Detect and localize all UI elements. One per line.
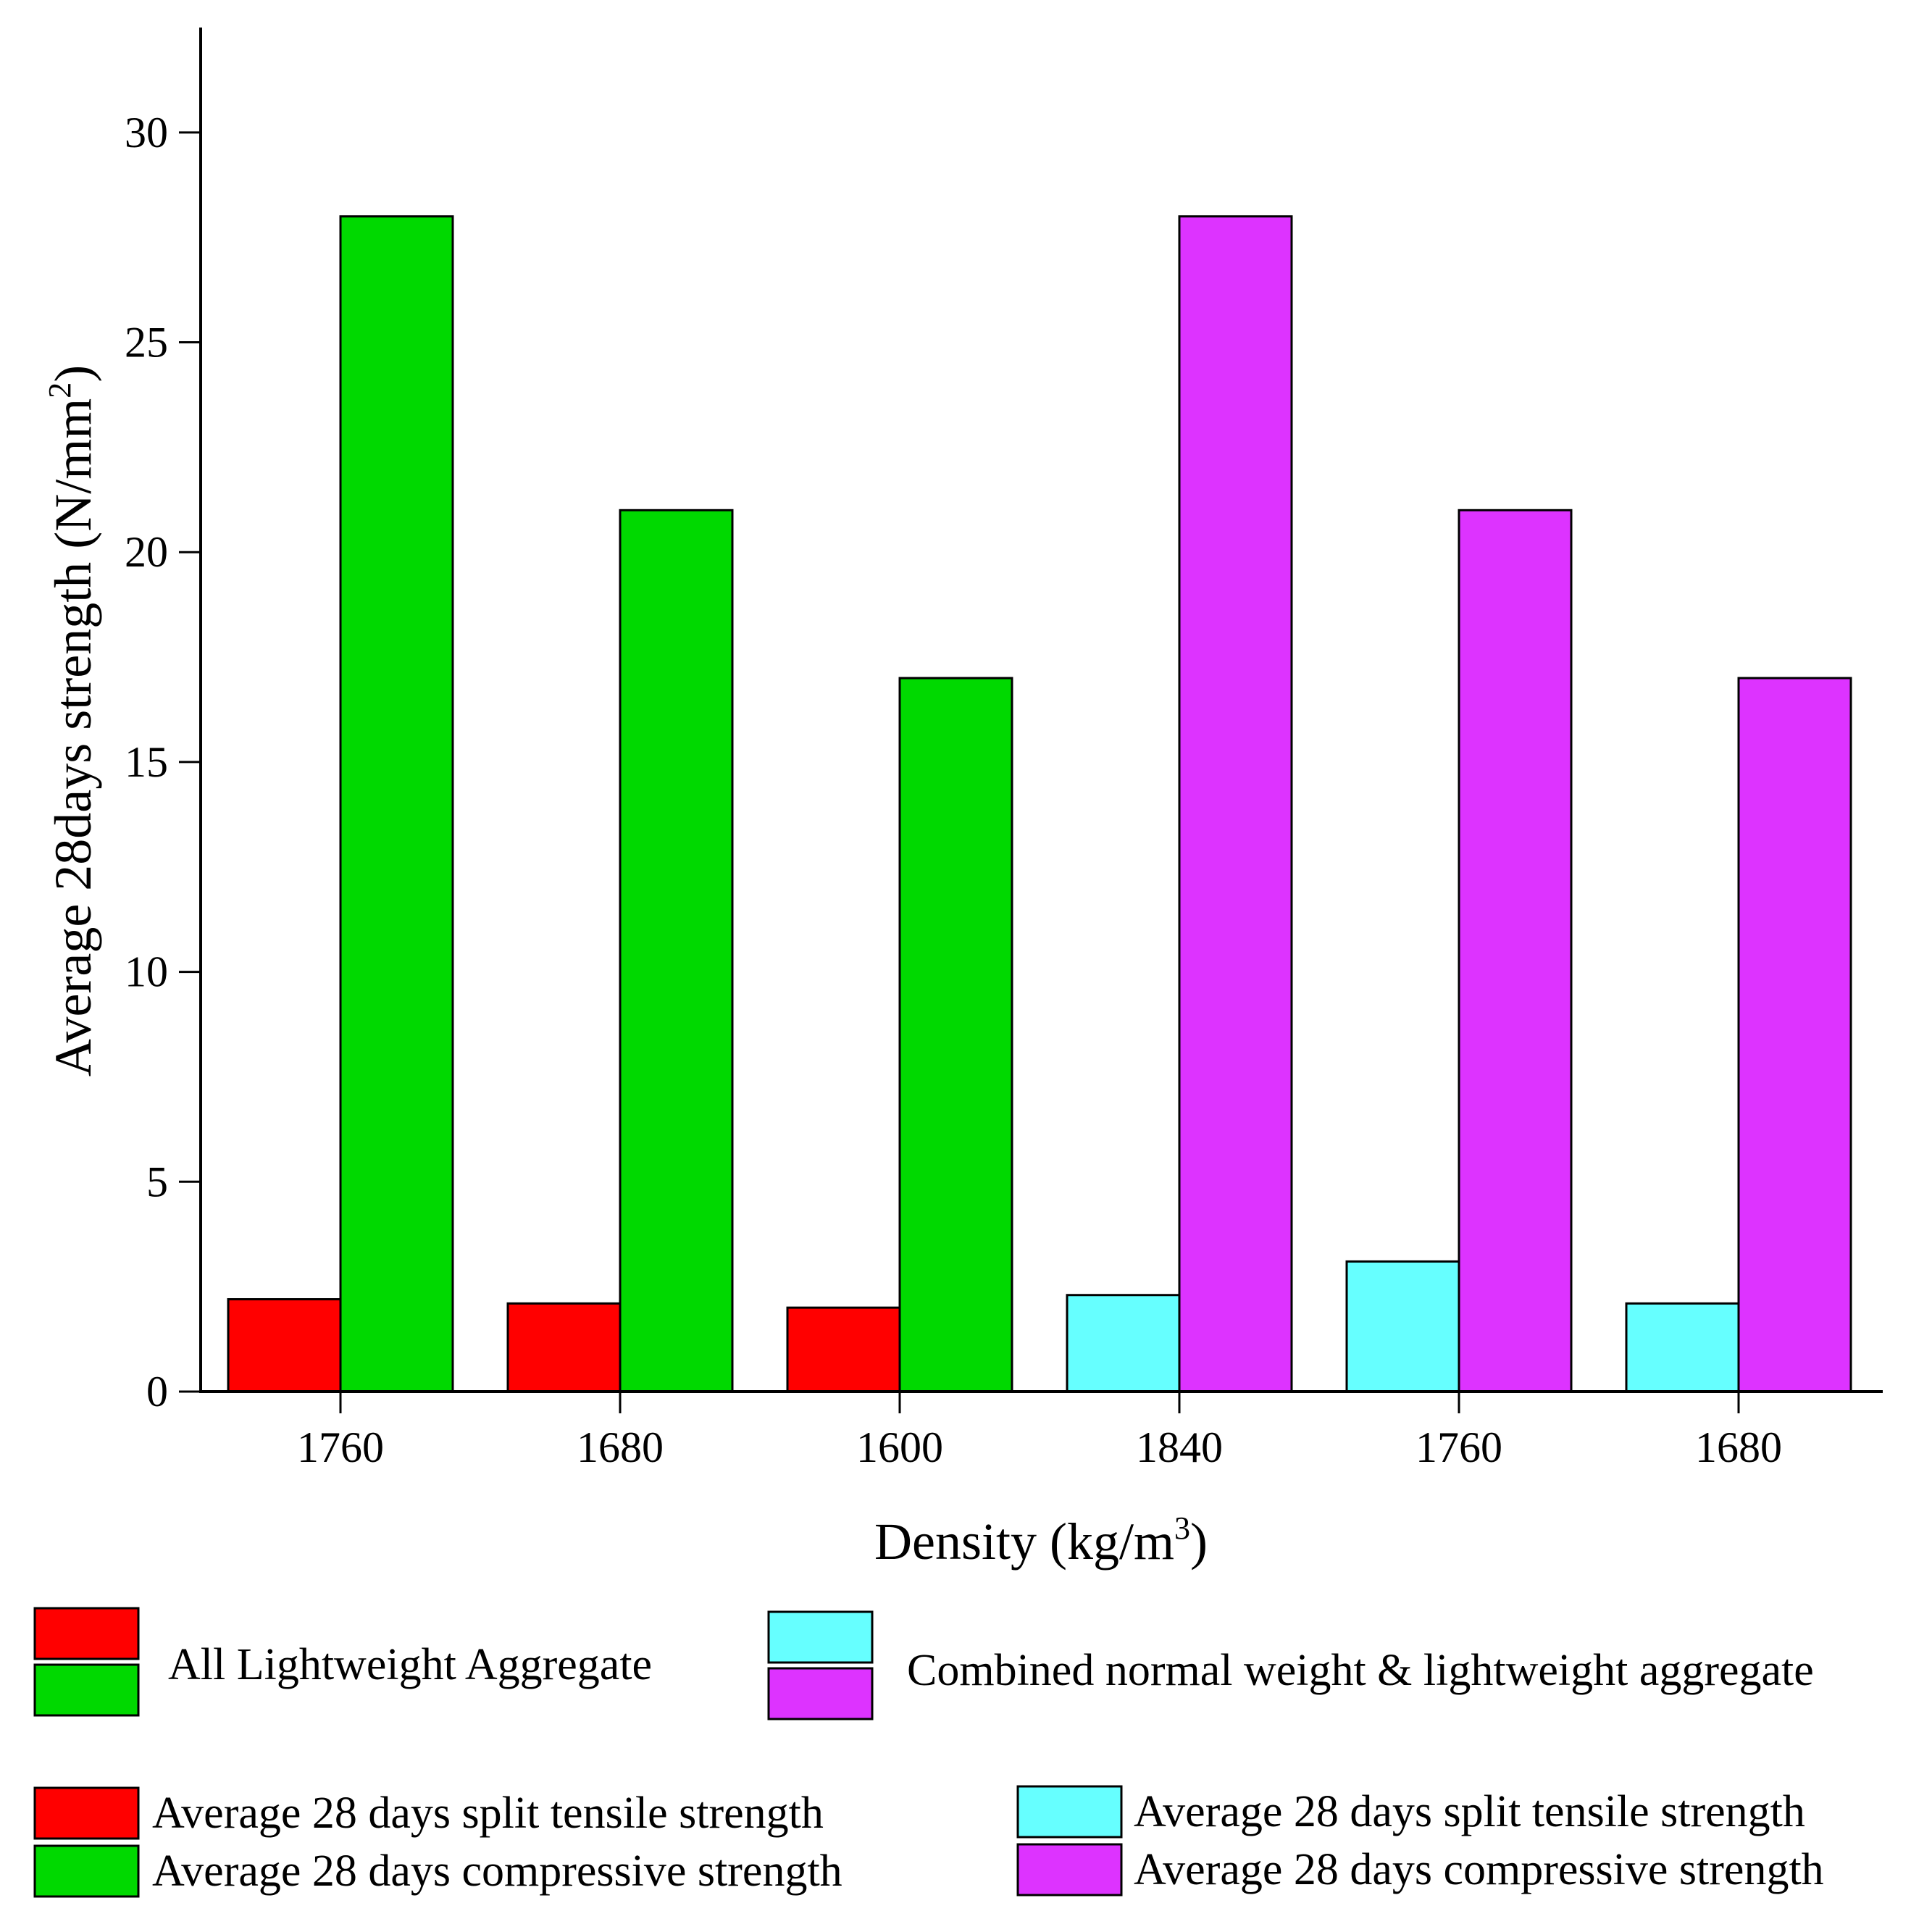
x-tick-label: 1840 [1136, 1423, 1223, 1471]
y-axis-title: Average 28days strength (N/mm2) [42, 365, 102, 1076]
bar-compressive-group2-cat5 [1458, 509, 1573, 1393]
y-tick-label: 0 [146, 1368, 168, 1415]
x-tick-label: 1600 [856, 1423, 943, 1471]
bar-compressive-group2-cat4 [1178, 215, 1293, 1393]
bar-split-tensile-group1-cat1 [227, 1298, 342, 1393]
x-tick-label: 1680 [577, 1423, 664, 1471]
bar-split-tensile-group1-cat3 [786, 1306, 901, 1393]
legend-group-swatch-compressive-1 [33, 1663, 140, 1717]
y-axis-title-text: Average 28days strength (N/mm [44, 398, 102, 1076]
legend-series-swatch-compressive-2 [1016, 1843, 1123, 1897]
x-axis-title-close: ) [1190, 1513, 1208, 1571]
x-axis-title: Density (kg/m3) [874, 1510, 1208, 1571]
y-tick-label: 25 [125, 319, 168, 367]
y-tick-label: 15 [125, 738, 168, 786]
bar-split-tensile-group2-cat4 [1066, 1294, 1181, 1393]
x-tick-label: 1760 [297, 1423, 384, 1471]
legend-group-label-2: Combined normal weight & lightweight agg… [907, 1646, 1814, 1695]
x-axis-title-superscript: 3 [1174, 1510, 1190, 1546]
legend-series-swatch-split-tensile-2 [1016, 1785, 1123, 1839]
x-tick-label: 1680 [1695, 1423, 1782, 1471]
legend-series-label-compressive-1: Average 28 days compressive strength [152, 1847, 842, 1896]
bar-compressive-group1-cat2 [619, 509, 734, 1393]
bar-compressive-group2-cat6 [1737, 677, 1852, 1393]
y-tick-label: 5 [146, 1158, 168, 1205]
legend-group-label-1: All Lightweight Aggregate [168, 1640, 652, 1689]
bar-compressive-group1-cat1 [339, 215, 454, 1393]
plot-area: 0 5 10 15 20 25 30 1760 1680 1600 1840 1760 1680 [125, 28, 1883, 1471]
bar-split-tensile-group2-cat5 [1345, 1260, 1460, 1393]
legend-series-label-split-tensile-1: Average 28 days split tensile strength [152, 1789, 824, 1838]
legend-group-swatch-split-tensile-1 [33, 1607, 140, 1660]
y-tick-label: 30 [125, 109, 168, 156]
y-tick-label: 20 [125, 528, 168, 576]
x-tick-label: 1760 [1416, 1423, 1502, 1471]
bar-split-tensile-group1-cat2 [506, 1302, 622, 1393]
bar-compressive-group1-cat3 [898, 677, 1013, 1393]
bar-split-tensile-group2-cat6 [1625, 1302, 1740, 1393]
x-axis-title-text: Density (kg/m [874, 1513, 1174, 1571]
legend-series-swatch-split-tensile-1 [33, 1786, 140, 1840]
y-axis-title-close: ) [44, 365, 102, 382]
y-axis-title-superscript: 2 [42, 382, 78, 398]
y-axis-title-group: Average 28days strength (N/mm2) [42, 365, 102, 1076]
y-tick-label: 10 [125, 948, 168, 996]
legend-series-label-compressive-2: Average 28 days compressive strength [1134, 1845, 1824, 1894]
legend: All Lightweight Aggregate Combined normal… [33, 1607, 1824, 1898]
legend-series-swatch-compressive-1 [33, 1844, 140, 1898]
legend-group-swatch-compressive-2 [767, 1667, 874, 1720]
legend-group-swatch-split-tensile-2 [767, 1610, 874, 1664]
legend-series-label-split-tensile-2: Average 28 days split tensile strength [1134, 1787, 1805, 1836]
